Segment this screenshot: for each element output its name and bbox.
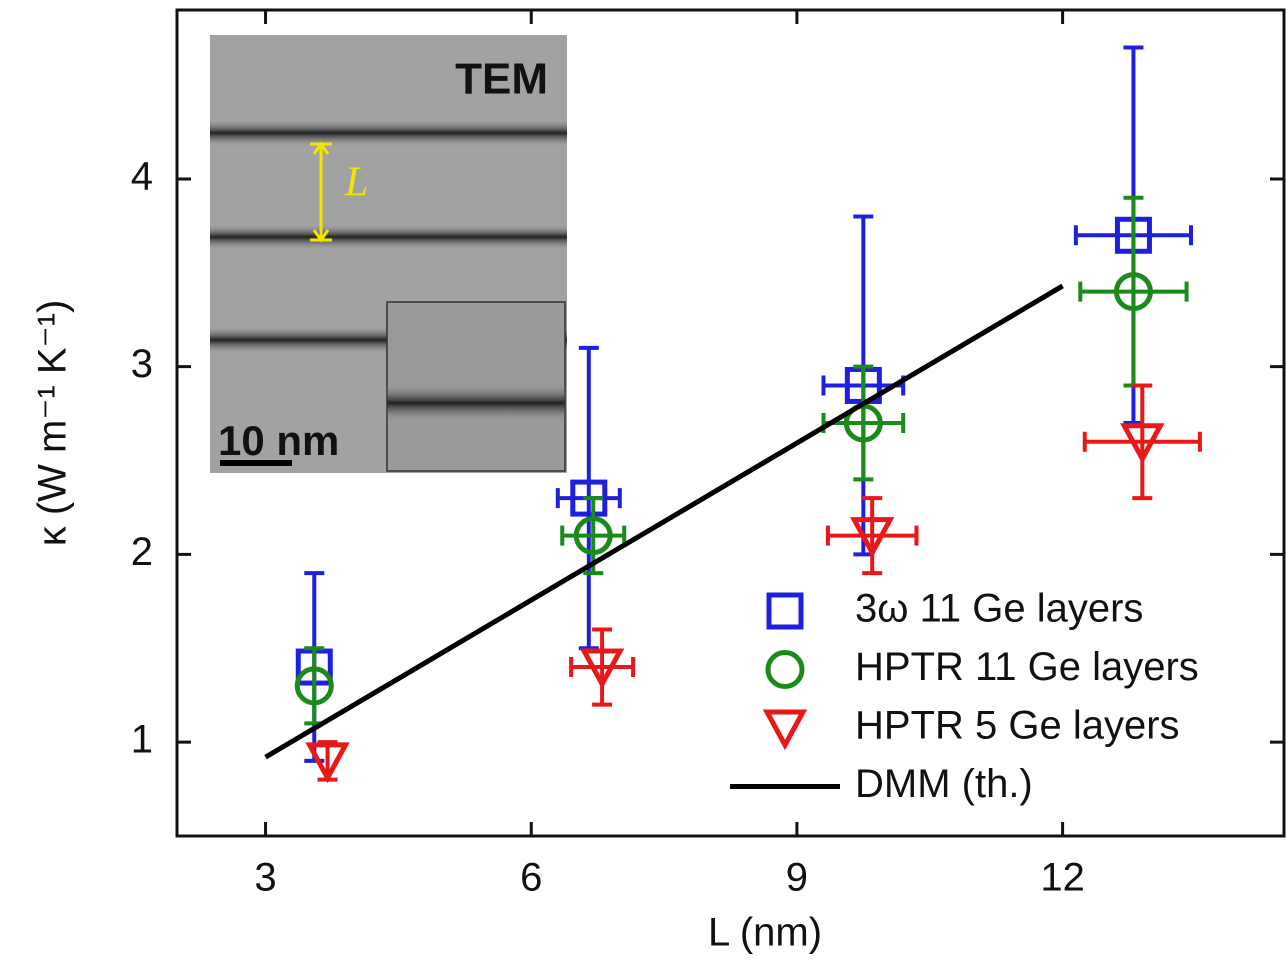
legend-label: 3ω 11 Ge layers — [855, 587, 1143, 631]
y-tick-label: 1 — [131, 718, 153, 762]
x-tick-label: 12 — [1040, 856, 1085, 900]
legend-label: HPTR 11 Ge layers — [855, 645, 1199, 689]
marker — [767, 712, 803, 745]
legend-label: DMM (th.) — [855, 762, 1033, 806]
marker — [769, 595, 801, 627]
inset-label: TEM — [455, 55, 548, 104]
scale-bar-label: 10 nm — [218, 417, 339, 464]
inset-band — [210, 120, 567, 146]
inset-band — [387, 385, 565, 421]
tem-inset: TEM L 10 nm — [210, 35, 567, 473]
x-axis-label: L (nm) — [708, 911, 822, 955]
y-error-bar — [304, 648, 324, 723]
legend-label: HPTR 5 Ge layers — [855, 704, 1180, 748]
marker — [768, 653, 802, 687]
y-tick-label: 4 — [131, 155, 153, 199]
y-tick-label: 3 — [131, 342, 153, 386]
x-tick-label: 6 — [520, 856, 542, 900]
inset-dimension-label: L — [344, 160, 368, 206]
y-tick-label: 2 — [131, 530, 153, 574]
chart: TEM L 10 nm L (nm) κ (W m⁻¹ K⁻¹) 3691212… — [0, 0, 1286, 962]
x-tick-label: 9 — [786, 856, 808, 900]
inset-band — [210, 225, 567, 249]
x-tick-label: 3 — [254, 856, 276, 900]
y-axis-label: κ (W m⁻¹ K⁻¹) — [31, 300, 75, 547]
